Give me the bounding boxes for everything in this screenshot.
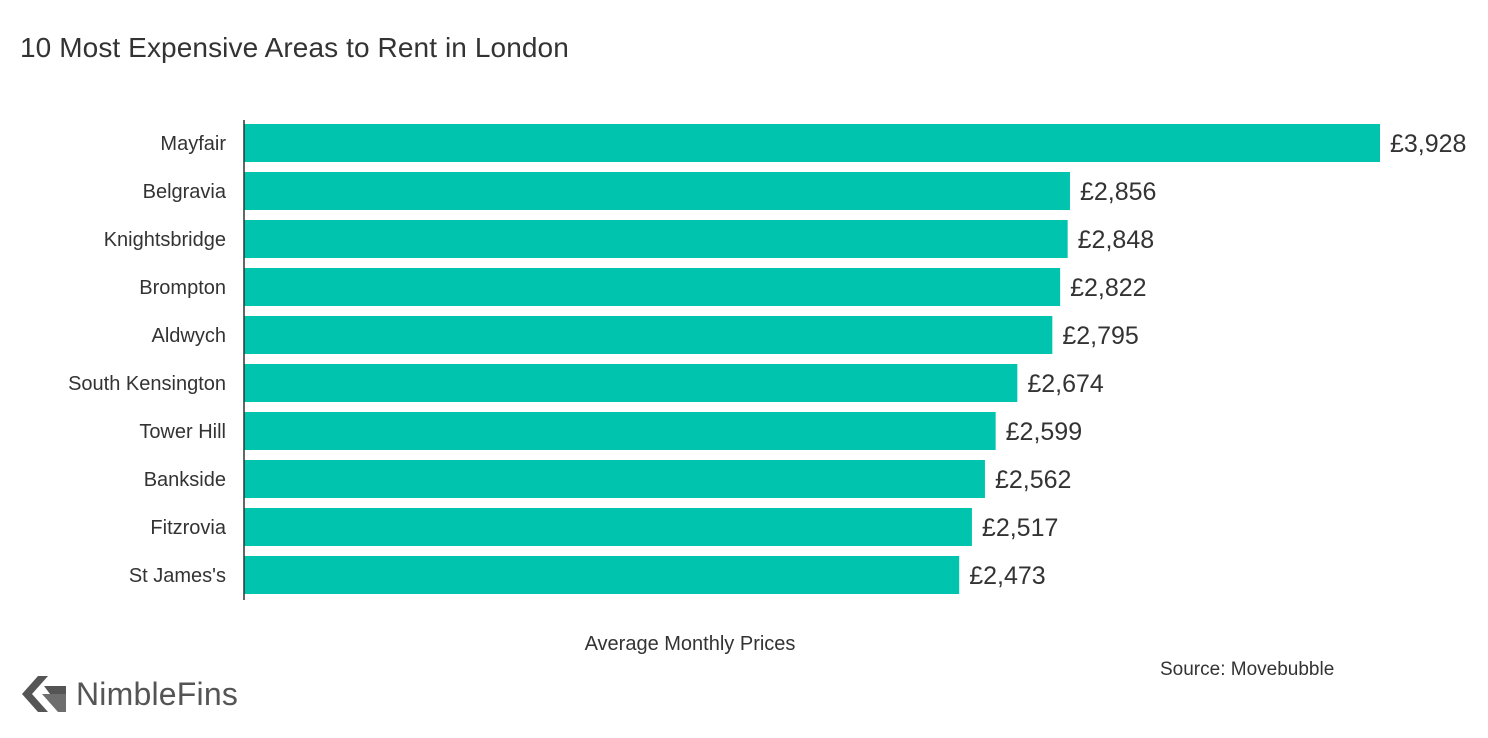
x-axis-label: Average Monthly Prices — [584, 633, 796, 655]
value-label: £2,599 — [1006, 418, 1082, 446]
bar-bankside — [244, 460, 985, 498]
bar-aldwych — [244, 316, 1053, 354]
category-label: South Kensington — [68, 373, 226, 395]
bar-fitzrovia — [244, 508, 972, 546]
bar-series — [244, 124, 1380, 594]
category-label: St James's — [129, 565, 226, 587]
value-label: £2,856 — [1080, 178, 1156, 206]
category-label: Mayfair — [160, 133, 226, 155]
category-label: Belgravia — [143, 181, 227, 203]
bar-mayfair — [244, 124, 1380, 162]
bar-knightsbridge — [244, 220, 1068, 258]
category-label: Tower Hill — [139, 421, 226, 443]
value-label: £3,928 — [1390, 130, 1466, 158]
value-label: £2,473 — [969, 562, 1045, 590]
category-label: Bankside — [144, 469, 226, 491]
chart-title: 10 Most Expensive Areas to Rent in Londo… — [20, 32, 569, 63]
category-labels: Mayfair Belgravia Knightsbridge Brompton Ald… — [68, 133, 227, 587]
category-label: Brompton — [139, 277, 226, 299]
bar-st-james-s — [244, 556, 960, 594]
value-labels: £3,928 £2,856 £2,848 £2,822 £2,795 £2,674 £2,5… — [969, 130, 1466, 590]
bar-south-kensington — [244, 364, 1018, 402]
value-label: £2,795 — [1062, 322, 1138, 350]
chevron-left-icon — [22, 676, 66, 712]
value-label: £2,517 — [982, 514, 1058, 542]
value-label: £2,674 — [1027, 370, 1104, 398]
bar-brompton — [244, 268, 1061, 306]
bar-tower-hill — [244, 412, 996, 450]
value-label: £2,822 — [1070, 274, 1146, 302]
bar-chart: Mayfair Belgravia Knightsbridge Brompton Ald… — [68, 120, 1466, 600]
brand-name: NimbleFins — [76, 675, 239, 712]
category-label: Aldwych — [152, 325, 226, 347]
value-label: £2,848 — [1078, 226, 1154, 254]
category-label: Knightsbridge — [104, 229, 226, 251]
source-note: Source: Movebubble — [1160, 659, 1335, 680]
value-label: £2,562 — [995, 466, 1071, 494]
bar-belgravia — [244, 172, 1070, 210]
category-label: Fitzrovia — [150, 517, 226, 539]
brand-logo: NimbleFins — [20, 668, 238, 720]
